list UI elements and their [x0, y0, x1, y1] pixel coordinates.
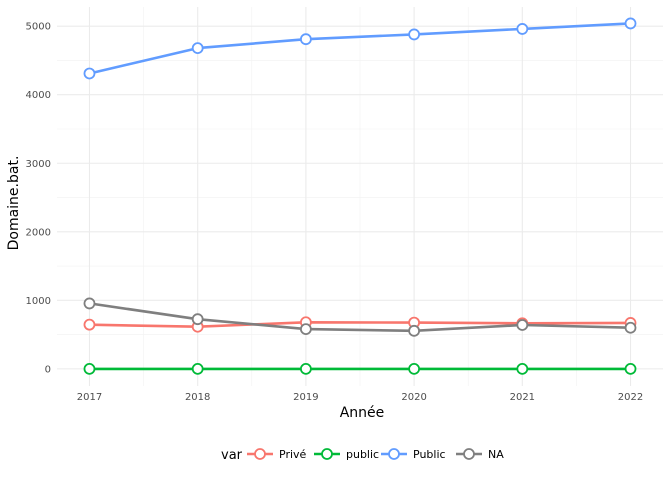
x-tick-label: 2019	[293, 392, 318, 403]
series-line	[89, 320, 631, 329]
legend-item: NA	[456, 448, 504, 461]
data-point	[408, 28, 421, 41]
x-tick-label: 2018	[185, 392, 210, 403]
data-point	[299, 362, 312, 375]
legend-key-point	[321, 448, 333, 460]
y-tick-label: 1000	[26, 296, 51, 307]
data-point	[191, 42, 204, 55]
data-point	[624, 17, 637, 30]
x-tick-label: 2017	[77, 392, 102, 403]
legend-title: var	[221, 448, 243, 463]
series-3	[83, 17, 637, 80]
x-axis-ticks: 2017 2018 2019 2020 2021 2022	[77, 392, 644, 403]
data-point	[83, 318, 96, 331]
x-tick-label: 2021	[510, 392, 535, 403]
data-point	[299, 323, 312, 336]
y-axis-ticks: 0 1000 2000 3000 4000 5000	[26, 22, 51, 376]
legend-item: Public	[381, 448, 446, 461]
x-axis-title: Année	[340, 405, 385, 421]
data-point	[516, 319, 529, 331]
y-axis-title: Domaine.bat.	[6, 156, 22, 251]
legend-item: public	[314, 448, 379, 461]
y-tick-label: 5000	[26, 22, 51, 33]
y-tick-label: 3000	[26, 159, 51, 170]
data-point	[624, 321, 637, 334]
data-point	[191, 362, 204, 375]
data-point	[408, 362, 421, 375]
series-4	[83, 297, 637, 337]
legend-item: Privé	[247, 448, 307, 461]
legend-label: public	[346, 448, 379, 461]
legend: var Privé public Public NA	[221, 448, 504, 463]
legend-label: Privé	[279, 448, 307, 461]
y-tick-label: 2000	[26, 227, 51, 238]
legend-key-point	[388, 448, 400, 460]
data-point	[408, 324, 421, 337]
series-2	[83, 362, 637, 375]
series-line	[89, 22, 631, 75]
legend-key-point	[254, 448, 266, 460]
x-tick-label: 2020	[401, 392, 426, 403]
legend-key-point	[463, 448, 475, 460]
legend-label: NA	[488, 448, 504, 461]
data-point	[299, 33, 312, 46]
data-point	[516, 362, 529, 375]
legend-label: Public	[413, 448, 446, 461]
data-point	[83, 297, 96, 310]
data-point	[516, 23, 529, 35]
data-point	[191, 313, 204, 326]
data-point	[624, 362, 637, 375]
data-point	[83, 362, 96, 375]
series-layer	[83, 17, 637, 375]
y-tick-label: 0	[45, 364, 51, 375]
y-tick-label: 4000	[26, 90, 51, 101]
data-point	[83, 67, 96, 80]
series-line	[89, 302, 631, 333]
x-tick-label: 2022	[618, 392, 643, 403]
